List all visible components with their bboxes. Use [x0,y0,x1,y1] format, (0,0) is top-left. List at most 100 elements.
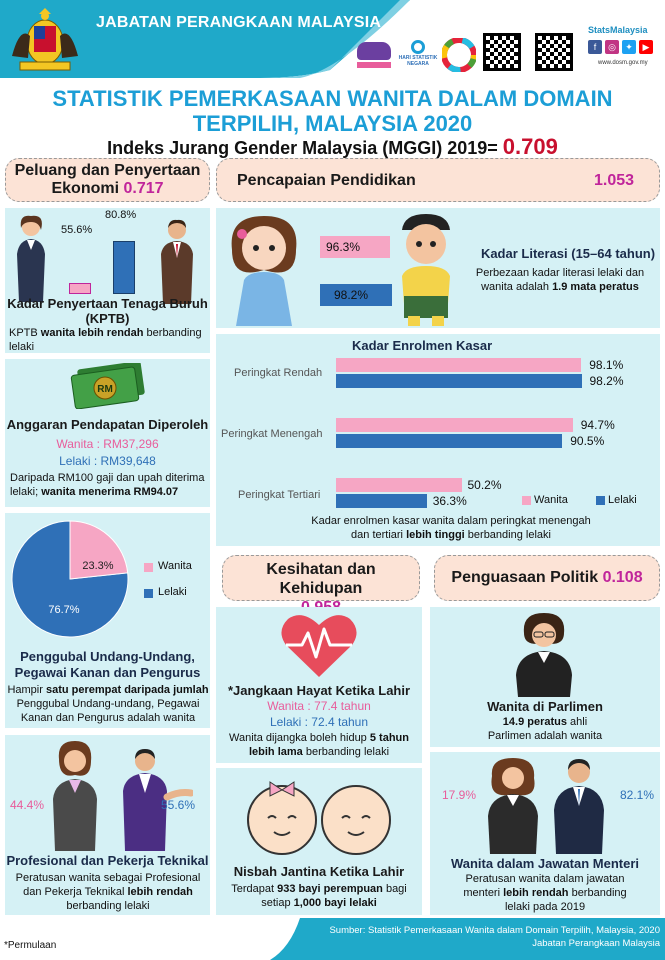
agency-name: JABATAN PERANGKAAN MALAYSIA [96,14,382,31]
legislators-panel: 23.3% 76.7% Wanita Lelaki Penggubal Unda… [5,513,210,728]
professional-female-value: 44.4% [10,798,45,812]
header-band [0,0,410,78]
enrol-value-rendah-female: 98.1% [589,358,624,372]
enrol-value-tertiari-female: 50.2% [467,478,502,492]
mggi-index: Indeks Jurang Gender Malaysia (MGGI) 201… [107,134,558,159]
pie-label-female: 23.3% [82,560,113,572]
instagram-icon[interactable]: ◎ [605,40,619,54]
minister-female-value: 17.9% [442,788,477,802]
pie-label-male: 76.7% [48,604,79,616]
enrolment-panel: Kadar Enrolmen Kasar Peringkat Rendah Pe… [216,334,660,546]
kptb-bar-female [69,282,91,294]
enrolment-desc: Kadar enrolmen kasar wanita dalam pering… [311,515,591,541]
footer-band [270,918,665,960]
kptb-bar-chart [5,208,210,298]
sex-ratio-desc: Terdapat 933 bayi perempuan bagi setiap … [231,883,407,909]
minister-panel: 17.9% 82.1% Wanita dalam Jawatan Menteri… [430,752,660,915]
professional-panel: 44.4% 55.6% Profesional dan Pekerja Tekn… [5,735,210,915]
legend-label-female: Wanita [158,560,192,572]
pie-slice-male [11,520,129,638]
man-minister-icon [554,759,604,854]
income-male: Lelaki : RM39,648 [59,454,156,468]
income-desc: Daripada RM100 gaji dan upah diterima le… [10,472,205,498]
header: JABATAN PERANGKAAN MALAYSIA HARI STATIST… [0,0,665,78]
babies-icon [247,781,391,855]
kptb-female-value: 55.6% [61,224,93,236]
literacy-female-value: 96.3% [326,240,361,254]
life-expectancy-panel: *Jangkaan Hayat Ketika Lahir Wanita : 77… [216,607,422,763]
enrol-bar-rendah-female [336,358,582,372]
youtube-icon[interactable]: ▶ [639,40,653,54]
enrol-bar-menengah-male [336,434,563,448]
sex-ratio-panel: Nisbah Jantina Ketika Lahir Terdapat 933… [216,768,422,915]
enrol-bar-tertiari-male [336,494,427,508]
income-title: Anggaran Pendapatan Diperoleh [6,417,209,432]
life-desc: Wanita dijangka boleh hidup 5 tahun lebi… [229,732,409,758]
literacy-title: Kadar Literasi (15–64 tahun) [480,246,656,261]
enrolment-title: Kadar Enrolmen Kasar [352,338,493,353]
enrol-legend-swatch-female [522,496,531,505]
legend-swatch-male [144,589,153,598]
enrol-row-label-rendah: Peringkat Rendah [234,367,323,379]
enrol-bar-menengah-female [336,418,573,432]
minister-male-value: 82.1% [620,788,655,802]
life-male: Lelaki : 72.4 tahun [269,715,369,729]
kptb-desc: KPTB wanita lebih rendah berbanding lela… [9,327,202,353]
professional-male-value: 55.6% [161,798,196,812]
professional-desc: Peratusan wanita sebagai Profesional dan… [15,872,201,912]
enrolment-bar-chart: Peringkat Rendah Peringkat Menengah Peri… [216,334,660,514]
professional-man-icon [123,749,193,851]
page-title: STATISTIK PEMERKASAAN WANITA DALAM DOMAI… [52,86,613,136]
money-bill-icon: RM [70,363,145,409]
health-header: Kesihatan dan Kehidupan 0.958 [222,555,420,616]
facebook-icon[interactable]: f [588,40,602,54]
legend-label-male: Lelaki [158,586,187,598]
sdg-wheel-icon [442,38,476,72]
qr-code-icon [483,33,521,71]
boy-traditional-icon [402,214,450,326]
literacy-panel: 96.3% 98.2% Kadar Literasi (15–64 tahun)… [216,208,660,328]
girl-traditional-icon [231,216,297,326]
enrol-legend-female: Wanita [534,494,568,506]
professional-title: Profesional dan Pekerja Teknikal [6,853,209,868]
income-panel: RM Anggaran Pendapatan Diperoleh Wanita … [5,359,210,507]
enrol-value-menengah-male: 90.5% [570,434,605,448]
professional-woman-icon [53,741,97,851]
twitter-icon[interactable]: ✦ [622,40,636,54]
parliament-panel: Wanita di Parlimen 14.9 peratus ahli Par… [430,607,660,747]
enrol-legend-swatch-male [596,496,605,505]
literacy-desc: Perbezaan kadar literasi lelaki dan wani… [475,267,645,293]
businesswoman-icon [17,215,45,302]
legislators-title: Penggubal Undang-Undang, Pegawai Kanan d… [14,649,201,680]
source-citation: Sumber: Statistik Pemerkasaan Wanita dal… [329,925,660,949]
literacy-bar-female [320,236,390,258]
woman-parliamentarian-icon [516,613,572,697]
jata-negara-crest-icon [12,8,78,71]
enrol-legend-male: Lelaki [608,494,637,506]
stats-malaysia-brand: StatsMalaysia [588,25,648,35]
banci-logo-icon [357,42,393,68]
life-title: *Jangkaan Hayat Ketika Lahir [227,683,411,698]
legend-swatch-female [144,563,153,572]
enrol-value-menengah-female: 94.7% [580,418,615,432]
website-url[interactable]: www.dosm.gov.my [598,60,648,66]
pie-slice-female [69,520,129,580]
enrol-value-tertiari-male: 36.3% [432,494,467,508]
enrol-row-label-menengah: Peringkat Menengah [221,428,323,440]
economy-header: Peluang dan Penyertaan Ekonomi 0.717 [5,158,210,202]
life-female: Wanita : 77.4 tahun [267,699,371,713]
rm-symbol: RM [97,384,113,395]
hari-statistik-logo: HARI STATISTIK NEGARA [398,40,438,70]
income-female: Wanita : RM37,296 [56,437,159,451]
literacy-male-value: 98.2% [334,288,369,302]
kptb-title: Kadar Penyertaan Tenaga Buruh (KPTB) [7,296,208,326]
enrol-bar-tertiari-female [336,478,462,492]
education-header: Pencapaian Pendidikan 1.053 [216,158,660,202]
legislators-pie-chart: 23.3% 76.7% [11,520,129,638]
qr-code-icon-2 [535,33,573,71]
politics-header: Penguasaan Politik 0.108 [434,555,660,601]
parliament-title: Wanita di Parlimen [487,699,603,714]
enrol-value-rendah-male: 98.2% [589,374,624,388]
literacy-bar-male [320,284,392,306]
enrol-row-label-tertiari: Peringkat Tertiari [238,489,321,501]
